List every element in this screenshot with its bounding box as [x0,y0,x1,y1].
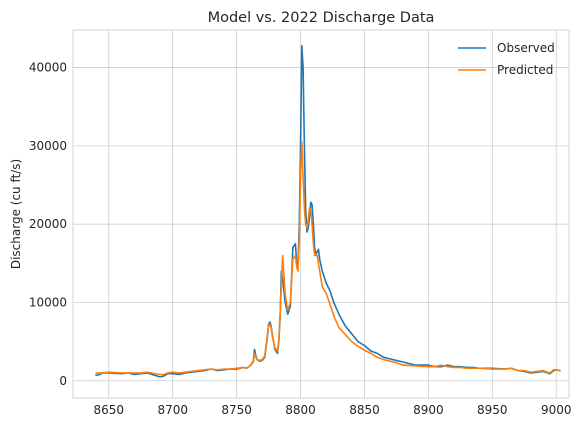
x-tick-label: 8650 [94,403,125,417]
tick-labels: 8650 8700 8750 8800 8850 8900 8950 9000 0 10000 20… [29,61,572,417]
y-tick-label: 10000 [29,295,67,309]
x-tick-label: 9000 [541,403,572,417]
y-tick-label: 0 [59,374,67,388]
x-tick-label: 8850 [349,403,380,417]
legend-label-observed: Observed [497,41,555,55]
x-tick-label: 8900 [413,403,444,417]
plot-frame [72,29,570,399]
x-tick-label: 8950 [477,403,508,417]
chart-title: Model vs. 2022 Discharge Data [208,10,435,26]
legend-label-predicted: Predicted [497,63,553,77]
x-tick-label: 8700 [157,403,188,417]
y-tick-label: 20000 [29,217,67,231]
x-tick-label: 8800 [285,403,316,417]
grid-lines [73,30,569,398]
legend: Observed Predicted [458,41,555,77]
series-lines [95,44,561,378]
plot-background [73,30,569,398]
y-axis-label: Discharge (cu ft/s) [9,159,23,269]
y-tick-label: 30000 [29,139,67,153]
series-line-predicted [95,141,561,376]
y-tick-label: 40000 [29,61,67,75]
x-tick-label: 8750 [221,403,252,417]
